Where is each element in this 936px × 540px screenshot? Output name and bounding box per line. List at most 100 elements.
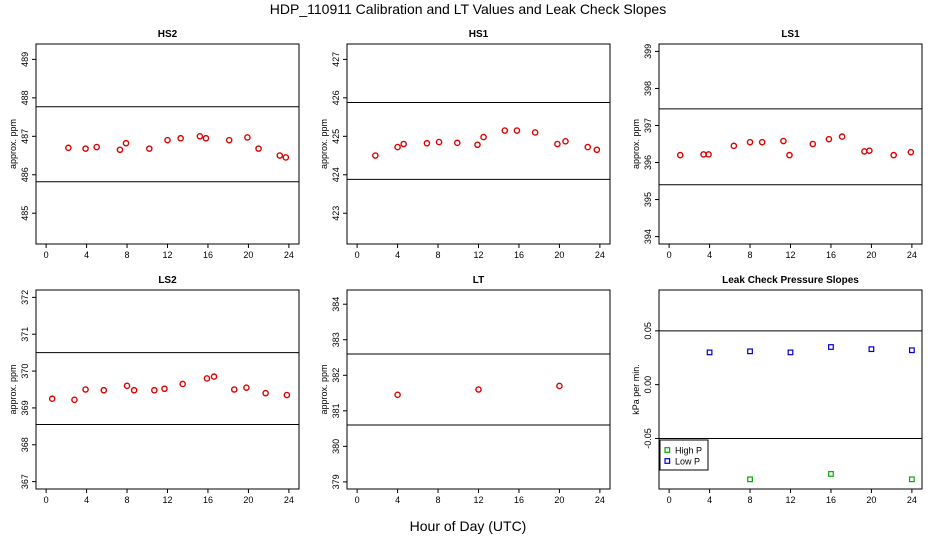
data-point	[423, 139, 431, 147]
data-point	[255, 145, 262, 152]
y-tick-label: 426	[331, 90, 341, 105]
plot-frame	[658, 43, 923, 245]
data-point	[48, 395, 56, 403]
panel-title: LS2	[158, 275, 177, 286]
data-point	[164, 136, 171, 144]
data-point	[453, 139, 461, 147]
panel-5: LT 0 4 8 12 16 20 24 379 380 381 382 383 384 approx. p…	[319, 275, 611, 505]
y-tick-label: 487	[20, 129, 30, 144]
data-point	[100, 386, 108, 394]
data-point	[747, 476, 753, 483]
x-tick-label: 8	[748, 250, 753, 260]
y-axis-label: approx. ppm	[631, 119, 641, 169]
data-point	[908, 476, 915, 483]
data-point	[225, 136, 233, 144]
x-tick-label: 24	[284, 495, 294, 505]
data-point	[161, 385, 168, 393]
y-tick-label: 488	[20, 90, 30, 105]
data-point	[554, 140, 561, 148]
panel-title: LT	[473, 275, 484, 286]
panel-6: Leak Check Pressure Slopes 0 4 8 12 16 20 24 -0.…	[631, 275, 923, 505]
data-point	[210, 373, 218, 380]
data-point	[828, 471, 834, 477]
y-tick-label: 397	[643, 118, 653, 133]
x-tick-label: 20	[866, 495, 876, 505]
data-point	[116, 146, 124, 154]
data-point	[868, 346, 875, 353]
x-tick-label: 4	[84, 250, 89, 260]
data-point	[196, 133, 204, 140]
x-tick-label: 16	[826, 250, 836, 260]
x-tick-label: 4	[395, 495, 400, 505]
x-tick-label: 12	[473, 495, 483, 505]
legend-label: Low P	[675, 456, 700, 466]
data-point	[475, 386, 482, 393]
data-point	[243, 384, 250, 391]
data-point	[122, 139, 130, 147]
y-tick-label: 395	[643, 192, 653, 207]
x-tick-label: 8	[436, 250, 441, 260]
panel-title: LS1	[781, 29, 800, 40]
y-tick-label: 368	[20, 437, 30, 452]
y-axis-label: approx. ppm	[8, 364, 18, 414]
legend-marker	[664, 447, 671, 453]
x-tick-label: 16	[514, 495, 524, 505]
x-tick-label: 16	[203, 250, 213, 260]
x-tick-label: 16	[826, 495, 836, 505]
data-point	[780, 137, 787, 145]
data-point	[394, 391, 401, 399]
data-point	[480, 133, 487, 141]
data-point	[890, 151, 897, 159]
data-point	[730, 142, 738, 150]
x-tick-label: 12	[162, 495, 172, 505]
y-tick-label: 379	[331, 474, 341, 489]
data-point	[276, 152, 284, 159]
y-tick-label: 381	[331, 403, 341, 418]
plot-frame	[346, 289, 611, 490]
data-point	[501, 127, 509, 134]
x-tick-label: 0	[44, 250, 49, 260]
data-point	[282, 154, 290, 161]
data-point	[394, 143, 401, 151]
panel-title: HS1	[469, 29, 489, 40]
y-tick-label: 380	[331, 439, 341, 454]
data-point	[584, 143, 592, 151]
data-point	[706, 349, 713, 356]
data-point	[513, 127, 521, 134]
panel-1: HS2 0 4 8 12 16 20 24 485 486 487 488 489 approx. ppm	[8, 29, 300, 260]
y-axis-label: approx. ppm	[319, 364, 329, 414]
data-point	[435, 138, 443, 146]
data-point	[746, 138, 754, 146]
x-tick-label: 24	[595, 250, 605, 260]
x-tick-label: 20	[866, 250, 876, 260]
data-point	[230, 386, 238, 393]
x-tick-label: 20	[243, 250, 253, 260]
data-point	[179, 380, 186, 388]
x-tick-label: 12	[785, 250, 795, 260]
data-point	[747, 348, 753, 355]
data-point	[123, 382, 131, 390]
data-point	[202, 134, 210, 142]
plot-frame	[346, 43, 611, 245]
y-axis-label: approx. ppm	[8, 119, 18, 169]
data-point	[82, 145, 89, 152]
y-tick-label: 398	[643, 81, 653, 96]
x-tick-label: 16	[514, 250, 524, 260]
data-point	[562, 138, 569, 145]
figure-x-axis-label: Hour of Day (UTC)	[409, 518, 527, 534]
legend-label: High P	[675, 445, 702, 455]
y-tick-label: -0.05	[643, 428, 653, 449]
legend-marker	[664, 458, 671, 464]
y-tick-label: 424	[331, 167, 341, 182]
x-tick-label: 0	[355, 250, 360, 260]
x-tick-label: 20	[243, 495, 253, 505]
x-tick-label: 8	[125, 250, 130, 260]
y-tick-label: 371	[20, 327, 30, 342]
x-tick-label: 16	[203, 495, 213, 505]
data-point	[177, 134, 184, 142]
x-tick-label: 4	[707, 250, 712, 260]
data-point	[65, 144, 72, 152]
data-point	[786, 151, 793, 159]
x-tick-label: 0	[355, 495, 360, 505]
